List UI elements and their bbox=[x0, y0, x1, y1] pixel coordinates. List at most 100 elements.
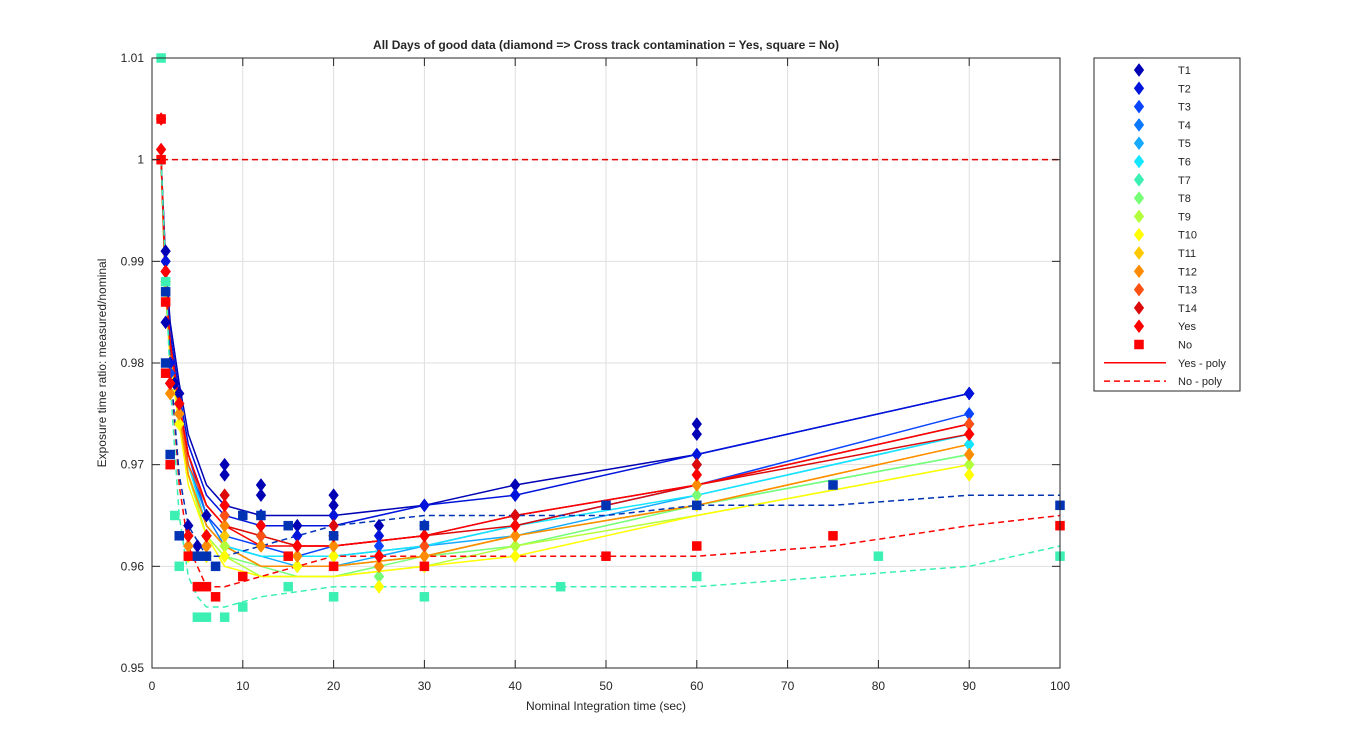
data-point-diamond bbox=[174, 417, 185, 431]
data-point-square bbox=[601, 500, 611, 511]
data-point-square bbox=[419, 561, 430, 572]
legend-diamond-icon bbox=[1133, 209, 1145, 224]
data-point-square bbox=[192, 612, 203, 622]
legend-diamond-icon bbox=[1133, 81, 1145, 96]
y-tick-label: 0.96 bbox=[121, 559, 145, 573]
legend-box bbox=[1093, 57, 1241, 392]
data-point-square bbox=[174, 531, 184, 541]
data-point-square bbox=[210, 561, 221, 572]
data-point-diamond bbox=[510, 549, 521, 564]
data-point-square bbox=[238, 602, 248, 612]
x-tick-label: 20 bbox=[327, 679, 341, 693]
data-point-diamond bbox=[219, 549, 230, 564]
legend-label: T3 bbox=[1178, 102, 1191, 114]
data-point-diamond bbox=[164, 386, 176, 401]
data-markers bbox=[155, 53, 1065, 622]
fit-line bbox=[160, 159, 970, 527]
data-point-square bbox=[160, 297, 171, 307]
x-tick-label: 100 bbox=[1050, 679, 1070, 693]
data-point-diamond bbox=[255, 528, 267, 543]
x-tick-label: 30 bbox=[418, 679, 432, 693]
legend-square-icon bbox=[1134, 339, 1144, 350]
data-point-square bbox=[692, 500, 702, 511]
data-point-diamond bbox=[174, 406, 185, 421]
data-point-diamond bbox=[255, 518, 267, 533]
data-point-diamond bbox=[292, 559, 303, 574]
data-point-square bbox=[419, 520, 430, 531]
legend-diamond-icon bbox=[1133, 282, 1145, 297]
legend-diamond-icon bbox=[1133, 136, 1145, 151]
x-tick-label: 50 bbox=[599, 679, 613, 693]
data-point-diamond bbox=[419, 539, 430, 553]
data-point-diamond bbox=[292, 549, 303, 564]
data-point-diamond bbox=[255, 539, 267, 553]
y-tick-label: 0.97 bbox=[121, 458, 145, 472]
data-point-square bbox=[328, 592, 339, 602]
data-point-square bbox=[873, 551, 884, 561]
legend-label: T8 bbox=[1178, 193, 1191, 205]
data-point-diamond bbox=[174, 396, 185, 411]
data-point-diamond bbox=[373, 549, 385, 564]
legend-label: T4 bbox=[1178, 120, 1191, 132]
legend-label: T2 bbox=[1178, 83, 1191, 95]
data-point-square bbox=[192, 551, 203, 561]
data-point-diamond bbox=[160, 315, 171, 330]
data-point-diamond bbox=[691, 467, 702, 482]
legend-label: T13 bbox=[1178, 285, 1197, 297]
data-point-diamond bbox=[292, 539, 303, 553]
data-point-diamond bbox=[255, 478, 267, 492]
legend-diamond-icon bbox=[1133, 191, 1145, 206]
fit-line bbox=[160, 159, 1060, 557]
legend-label: T6 bbox=[1178, 157, 1191, 169]
legend-diamond-icon bbox=[1133, 99, 1145, 114]
data-point-square bbox=[165, 449, 175, 460]
data-point-diamond bbox=[255, 488, 267, 503]
data-point-diamond bbox=[510, 528, 521, 543]
legend-diamond-icon bbox=[1133, 227, 1145, 242]
data-point-diamond bbox=[328, 539, 339, 553]
data-point-diamond bbox=[510, 518, 521, 533]
data-point-diamond bbox=[201, 528, 212, 543]
data-point-square bbox=[283, 551, 293, 561]
legend-label: No - poly bbox=[1178, 376, 1223, 388]
data-point-diamond bbox=[219, 508, 230, 523]
legend-label: T5 bbox=[1178, 138, 1191, 150]
data-point-square bbox=[160, 358, 171, 368]
legend-label: T12 bbox=[1178, 266, 1197, 278]
legend-diamond-icon bbox=[1133, 264, 1145, 279]
data-point-square bbox=[692, 541, 702, 551]
legend-label: Yes bbox=[1178, 321, 1196, 333]
data-point-diamond bbox=[964, 386, 975, 401]
fit-line bbox=[160, 159, 970, 517]
legend-diamond-icon bbox=[1133, 172, 1145, 187]
data-point-diamond bbox=[691, 478, 702, 492]
data-point-square bbox=[201, 551, 212, 561]
data-point-square bbox=[156, 114, 166, 124]
legend-diamond-icon bbox=[1133, 154, 1145, 169]
data-point-square bbox=[219, 612, 230, 622]
fit-line bbox=[160, 159, 970, 547]
data-point-diamond bbox=[219, 498, 230, 513]
data-point-square bbox=[238, 571, 248, 582]
x-tick-label: 60 bbox=[690, 679, 704, 693]
y-tick-label: 0.99 bbox=[121, 254, 145, 268]
data-point-diamond bbox=[373, 559, 385, 574]
data-point-square bbox=[238, 510, 248, 521]
x-tick-label: 10 bbox=[236, 679, 250, 693]
y-tick-label: 0.98 bbox=[121, 356, 145, 370]
data-point-square bbox=[192, 581, 203, 592]
legend-diamond-icon bbox=[1133, 63, 1145, 77]
legend-label: No bbox=[1178, 340, 1192, 352]
legend-label: T14 bbox=[1178, 303, 1197, 315]
legend-label: Yes - poly bbox=[1178, 358, 1226, 370]
x-tick-label: 0 bbox=[149, 679, 156, 693]
data-point-square bbox=[201, 612, 212, 622]
data-point-square bbox=[555, 581, 566, 592]
data-point-square bbox=[419, 592, 430, 602]
data-point-diamond bbox=[164, 376, 176, 391]
data-point-square bbox=[828, 480, 838, 490]
data-point-square bbox=[828, 531, 838, 541]
y-tick-label: 1 bbox=[137, 153, 144, 167]
